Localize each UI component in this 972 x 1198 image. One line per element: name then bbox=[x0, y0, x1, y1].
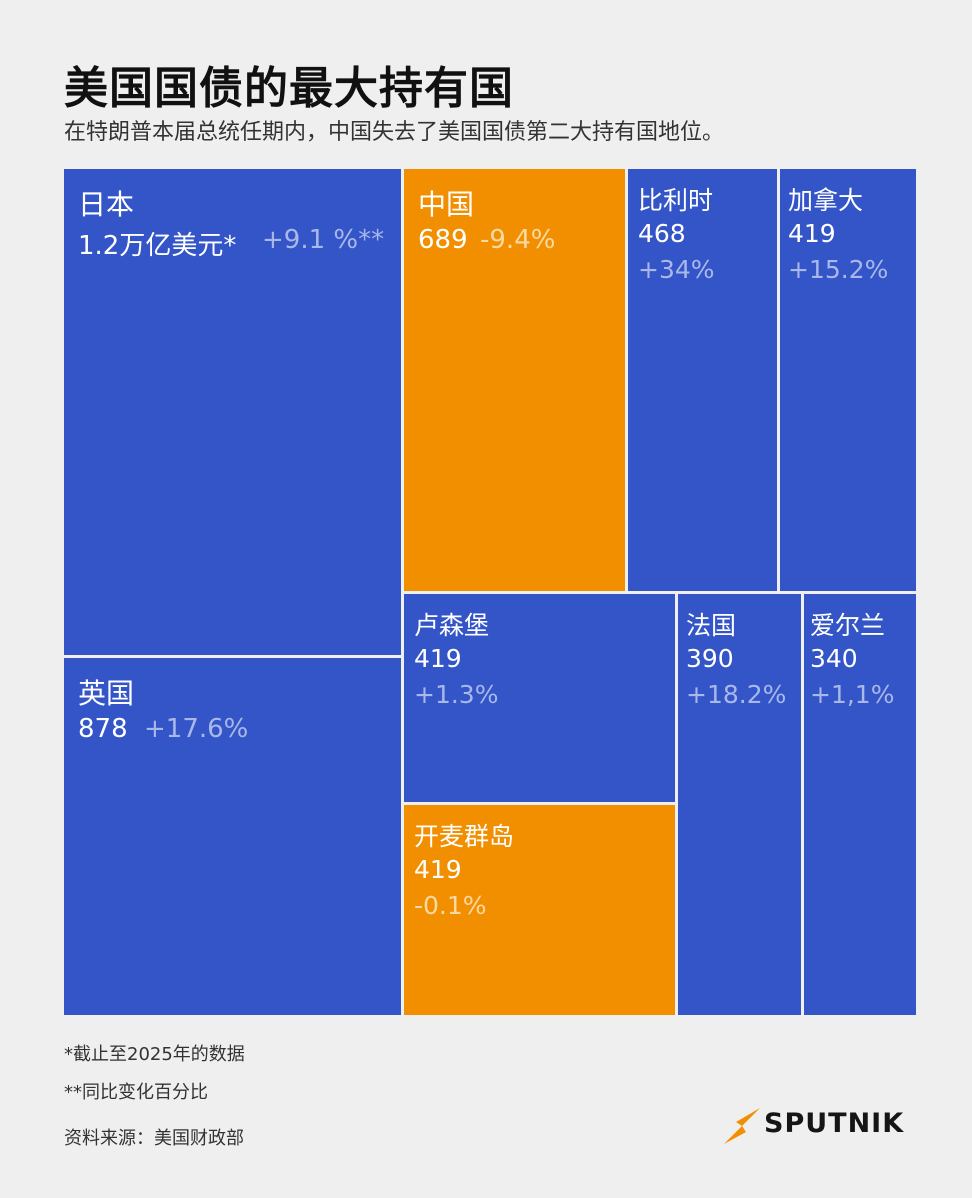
tile-france-change: +18.2% bbox=[686, 680, 787, 709]
tile-ireland: 爱尔兰 340 +1,1% bbox=[804, 594, 916, 1015]
tile-belgium-change: +34% bbox=[638, 255, 715, 284]
tile-japan-name: 日本 bbox=[78, 188, 135, 221]
tile-luxembourg: 卢森堡 419 +1.3% bbox=[404, 594, 678, 805]
sputnik-arrow-icon bbox=[724, 1108, 760, 1144]
tile-france: 法国 390 +18.2% bbox=[678, 594, 804, 1015]
tile-canada-change: +15.2% bbox=[788, 255, 889, 284]
page-subtitle: 在特朗普本届总统任期内，中国失去了美国国债第二大持有国地位。 bbox=[64, 120, 725, 145]
tile-china-change: -9.4% bbox=[480, 225, 556, 255]
sputnik-logo: SPUTNIK bbox=[722, 1106, 922, 1146]
tile-japan-value: 1.2万亿美元* bbox=[78, 231, 237, 261]
tile-ireland-change: +1,1% bbox=[810, 680, 895, 709]
tile-cayman-name: 开麦群岛 bbox=[414, 822, 515, 851]
tile-japan-change: +9.1 %** bbox=[262, 225, 385, 255]
tile-belgium: 比利时 468 +34% bbox=[628, 169, 780, 594]
tile-china-name: 中国 bbox=[418, 188, 475, 221]
tile-uk-name: 英国 bbox=[78, 677, 135, 710]
tile-canada: 加拿大 419 +15.2% bbox=[780, 169, 916, 594]
tile-uk-value: 878 bbox=[78, 714, 128, 744]
sputnik-logo-text: SPUTNIK bbox=[764, 1108, 905, 1139]
treemap-chart: 日本 1.2万亿美元* +9.1 %** 英国 878 +17.6% 中国 68… bbox=[64, 169, 916, 1015]
tile-canada-name: 加拿大 bbox=[788, 186, 864, 215]
tile-luxembourg-name: 卢森堡 bbox=[414, 611, 490, 640]
tile-uk: 英国 878 +17.6% bbox=[64, 658, 404, 1015]
tile-china: 中国 689 -9.4% bbox=[404, 169, 628, 594]
tile-japan: 日本 1.2万亿美元* +9.1 %** bbox=[64, 169, 404, 658]
tile-cayman-change: -0.1% bbox=[414, 891, 487, 920]
tile-ireland-value: 340 bbox=[810, 644, 858, 673]
footnote-unit: *截止至2025年的数据 bbox=[64, 1044, 245, 1065]
tile-china-value: 689 bbox=[418, 225, 468, 255]
source-note: 资料来源：美国财政部 bbox=[64, 1128, 244, 1149]
page-title: 美国国债的最大持有国 bbox=[64, 63, 514, 114]
tile-uk-change: +17.6% bbox=[144, 714, 249, 744]
tile-cayman-value: 419 bbox=[414, 855, 462, 884]
footnotes: *截止至2025年的数据 **同比变化百分比 bbox=[64, 1040, 245, 1116]
tile-luxembourg-change: +1.3% bbox=[414, 680, 499, 709]
tile-belgium-name: 比利时 bbox=[638, 186, 714, 215]
tile-cayman-islands: 开麦群岛 419 -0.1% bbox=[404, 805, 678, 1015]
tile-canada-value: 419 bbox=[788, 219, 836, 248]
tile-france-name: 法国 bbox=[686, 611, 737, 640]
tile-ireland-name: 爱尔兰 bbox=[810, 611, 886, 640]
tile-france-value: 390 bbox=[686, 644, 734, 673]
footnote-change: **同比变化百分比 bbox=[64, 1082, 208, 1103]
tile-belgium-value: 468 bbox=[638, 219, 686, 248]
tile-luxembourg-value: 419 bbox=[414, 644, 462, 673]
